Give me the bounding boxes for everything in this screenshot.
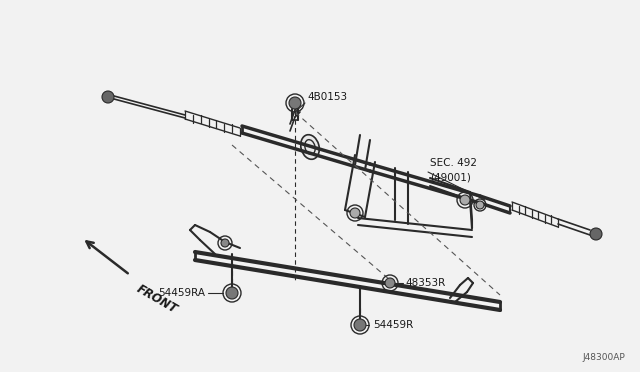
Text: (49001): (49001) — [430, 173, 471, 183]
Text: 4B0153: 4B0153 — [307, 92, 347, 102]
Text: 54459R: 54459R — [373, 320, 413, 330]
Text: FRONT: FRONT — [134, 282, 179, 316]
Circle shape — [226, 287, 238, 299]
Text: J48300AP: J48300AP — [582, 353, 625, 362]
Circle shape — [350, 208, 360, 218]
Circle shape — [221, 239, 229, 247]
Ellipse shape — [301, 135, 319, 159]
Circle shape — [289, 97, 301, 109]
Circle shape — [476, 201, 484, 209]
Circle shape — [590, 228, 602, 240]
Circle shape — [102, 91, 114, 103]
Text: SEC. 492: SEC. 492 — [430, 158, 477, 168]
Circle shape — [460, 195, 470, 205]
Circle shape — [385, 278, 395, 288]
Text: 48353R: 48353R — [405, 278, 445, 288]
Text: 54459RA: 54459RA — [158, 288, 205, 298]
Circle shape — [354, 319, 366, 331]
